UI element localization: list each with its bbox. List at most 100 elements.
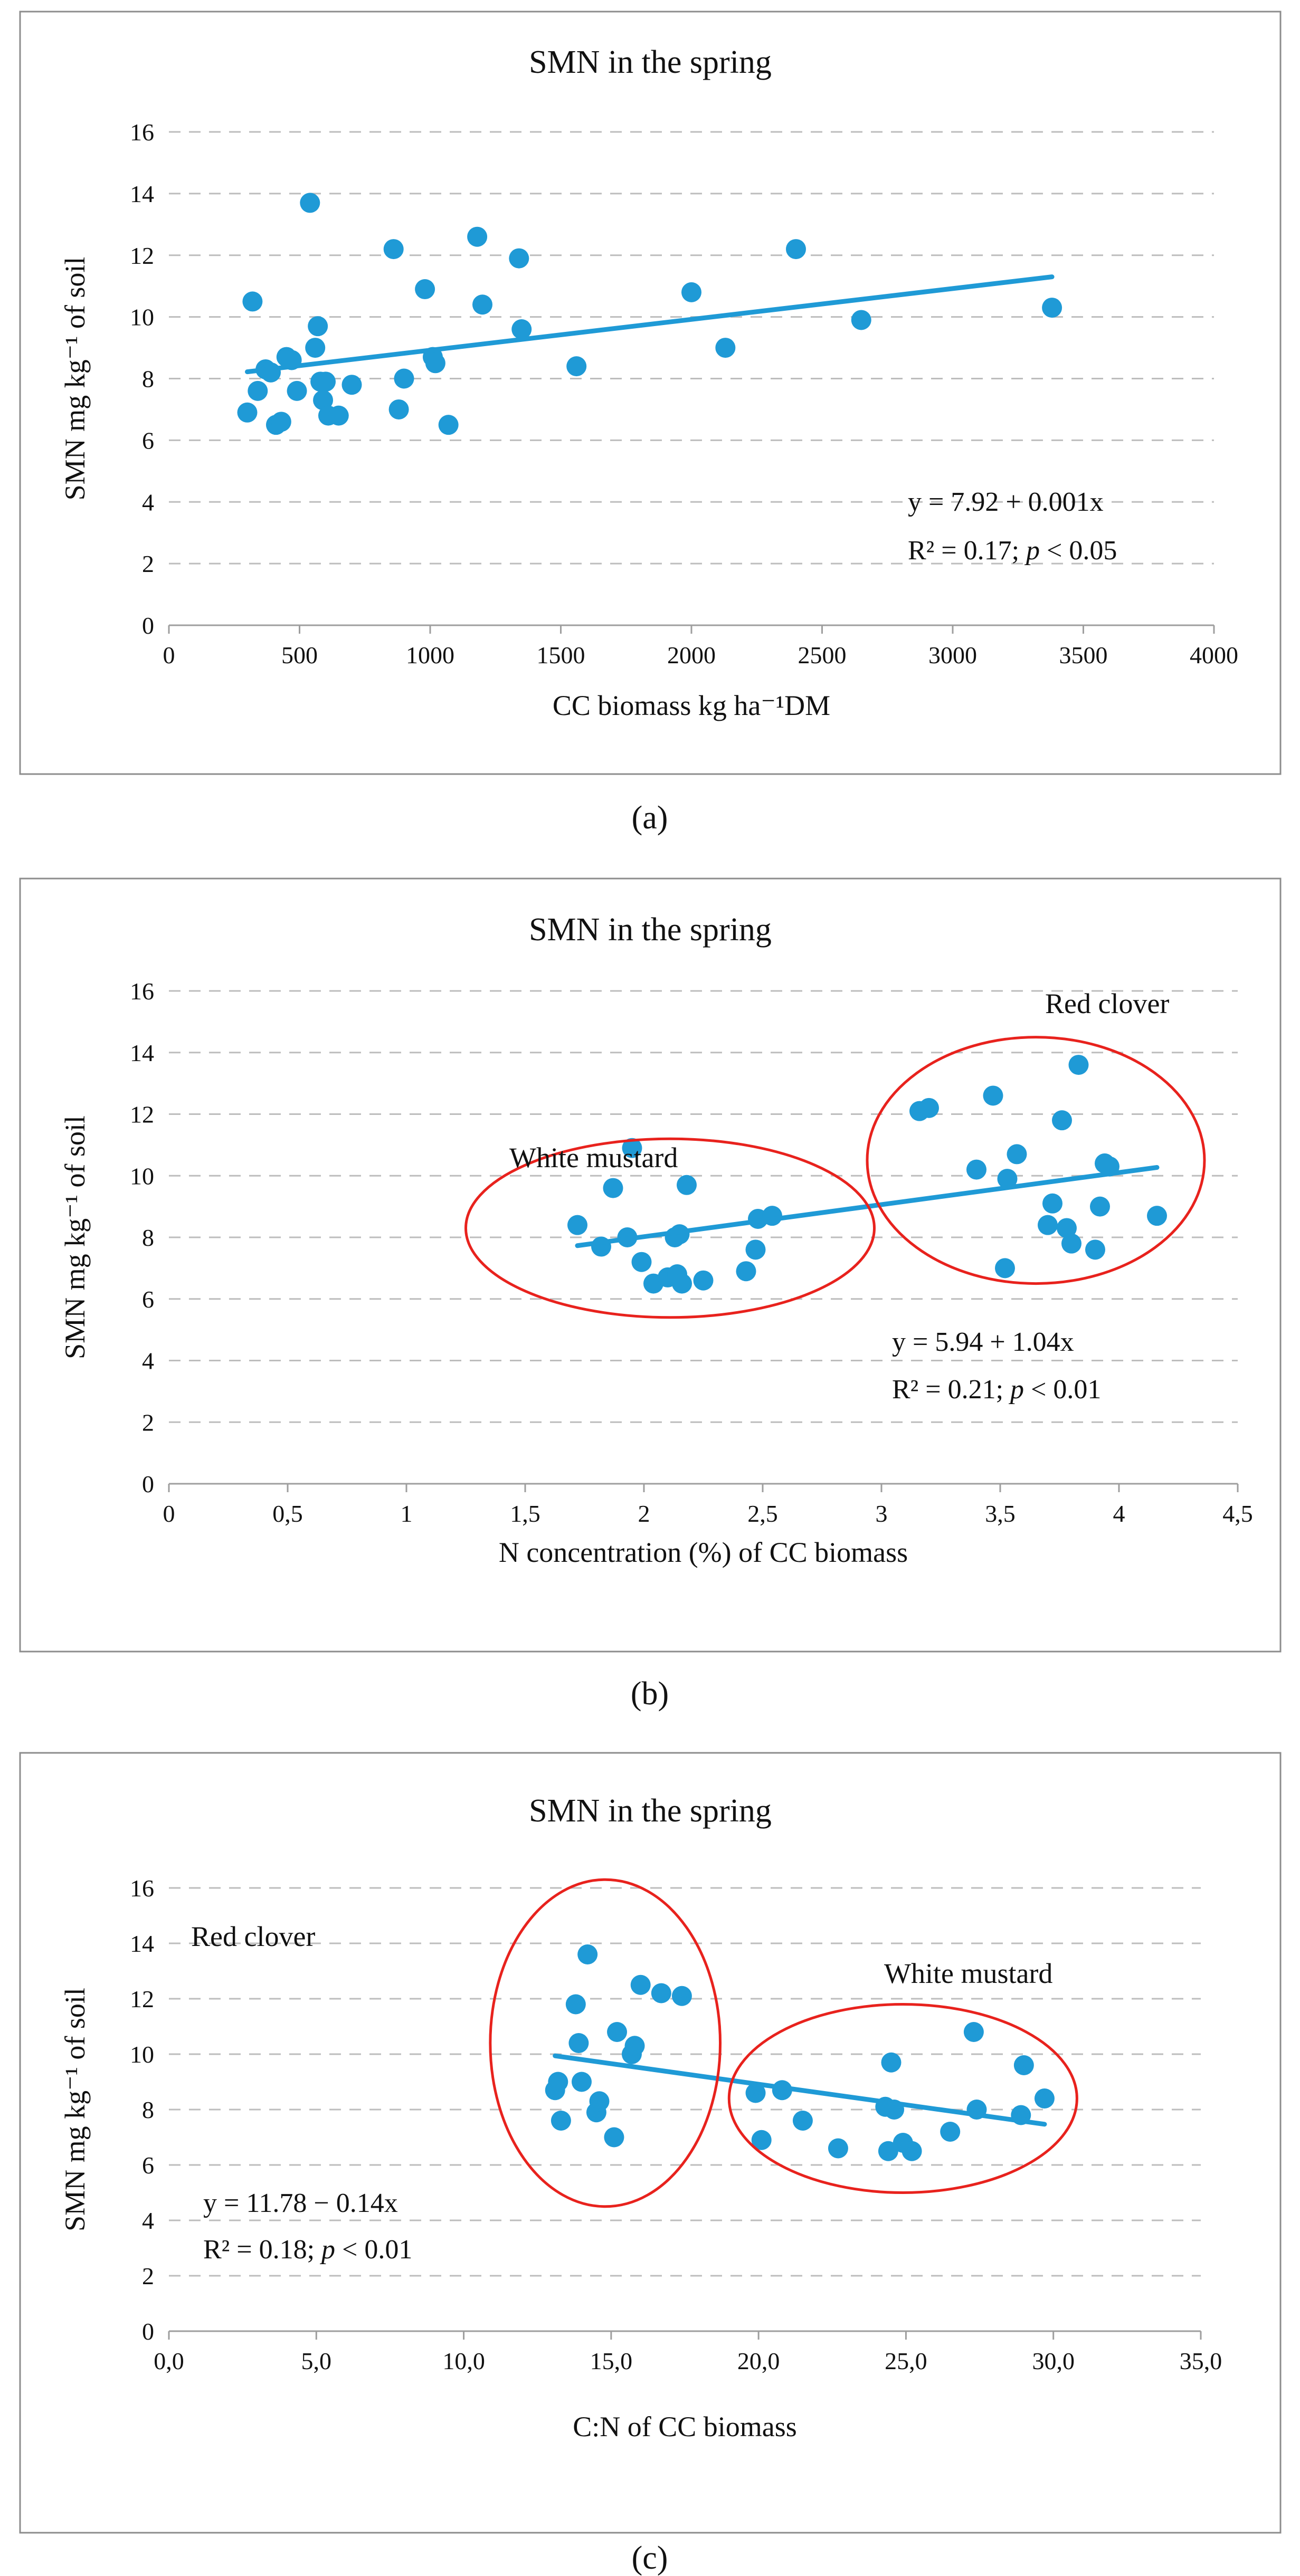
group-ellipse: [489, 1878, 722, 2208]
regression-equation: y = 11.78 − 0.14x: [203, 2188, 398, 2218]
data-point: [940, 2122, 961, 2142]
x-tick-label: 1,5: [510, 1500, 540, 1527]
data-point: [604, 2127, 624, 2148]
data-point: [1052, 1110, 1072, 1131]
y-tick-label: 16: [130, 119, 154, 146]
data-point: [567, 1215, 587, 1235]
y-tick-label: 6: [142, 427, 154, 454]
data-point: [1068, 1055, 1089, 1075]
x-tick-label: 10,0: [442, 2348, 485, 2374]
regression-equation: y = 5.94 + 1.04x: [892, 1327, 1074, 1357]
data-point: [786, 239, 806, 260]
stat-p: p: [1008, 1375, 1024, 1405]
data-point: [902, 2141, 922, 2161]
stat-threshold: < 0.01: [1024, 1375, 1101, 1405]
y-tick-label: 0: [142, 612, 154, 639]
data-point: [287, 380, 307, 401]
data-point: [995, 1258, 1015, 1279]
x-tick-label: 0: [163, 1500, 175, 1527]
regression-stats: R² = 0.18; p < 0.01: [203, 2235, 412, 2265]
y-tick-label: 8: [142, 366, 154, 393]
data-point: [438, 415, 459, 435]
x-tick-label: 30,0: [1032, 2348, 1075, 2374]
data-point: [631, 1252, 652, 1272]
chart-panel-b: SMN in the spring 0 2 4 6 8 10 12 14 16 0 0,5 1 1,5 2 2…: [19, 877, 1282, 1712]
x-tick-label: 4,5: [1222, 1500, 1253, 1527]
y-tick-label: 16: [130, 1875, 154, 1902]
data-point: [1042, 298, 1062, 318]
y-tick-label: 8: [142, 1224, 154, 1251]
y-tick-label: 14: [130, 180, 154, 207]
data-point: [1057, 1218, 1077, 1238]
chart-frame: [19, 1752, 1282, 2534]
data-point: [577, 1944, 598, 1964]
data-point: [715, 338, 736, 358]
data-point: [568, 2033, 589, 2053]
y-tick-label: 14: [130, 1039, 154, 1066]
data-point: [300, 193, 320, 213]
y-tick-label: 2: [142, 550, 154, 577]
data-point: [622, 1138, 642, 1158]
panel-caption: (c): [632, 2540, 668, 2576]
stat-r2: R² = 0.21;: [892, 1375, 1010, 1405]
data-point: [548, 2072, 568, 2092]
x-tick-label: 2: [638, 1500, 650, 1527]
data-point: [242, 291, 263, 312]
data-point: [341, 375, 362, 395]
data-point: [467, 226, 488, 247]
data-point: [316, 371, 336, 392]
x-tick-label: 2000: [667, 642, 716, 669]
y-tick-label: 6: [142, 1286, 154, 1313]
y-tick-label: 12: [130, 1101, 154, 1128]
x-tick-label: 5,0: [301, 2348, 332, 2374]
chart-title: SMN in the spring: [529, 44, 772, 80]
data-point: [881, 2052, 902, 2073]
data-point: [305, 338, 326, 358]
y-tick-label: 2: [142, 1409, 154, 1436]
group-label: White mustard: [884, 1958, 1052, 1989]
x-tick-label: 3500: [1059, 642, 1108, 669]
data-point: [681, 282, 701, 302]
x-tick-label: 25,0: [885, 2348, 927, 2374]
y-tick-label: 4: [142, 2207, 154, 2234]
y-tick-label: 12: [130, 1986, 154, 2012]
y-tick-label: 2: [142, 2263, 154, 2289]
x-tick-label: 0,5: [272, 1500, 303, 1527]
y-tick-label: 8: [142, 2096, 154, 2123]
x-tick-label: 2500: [798, 642, 847, 669]
data-point: [415, 279, 435, 300]
data-point: [237, 402, 258, 423]
data-point: [1147, 1206, 1167, 1226]
y-axis-label: SMN mg kg⁻¹ of soil: [59, 1115, 91, 1359]
data-point: [313, 390, 334, 411]
stat-p: p: [319, 2235, 335, 2265]
stat-p: p: [1024, 536, 1040, 566]
group-ellipse: [464, 1137, 876, 1319]
data-point: [271, 412, 291, 432]
data-point: [565, 1994, 586, 2015]
group-label: White mustard: [509, 1142, 678, 1173]
group-label: Red clover: [191, 1921, 315, 1952]
data-point: [1090, 1196, 1110, 1217]
stat-threshold: < 0.01: [335, 2235, 412, 2265]
data-point: [388, 399, 409, 419]
y-tick-label: 10: [130, 1162, 154, 1189]
data-point: [1085, 1239, 1105, 1260]
x-tick-label: 35,0: [1180, 2348, 1222, 2374]
group-label: Red clover: [1045, 988, 1169, 1019]
data-point: [919, 1098, 939, 1118]
stat-threshold: < 0.05: [1040, 536, 1117, 566]
data-point: [551, 2111, 571, 2131]
x-tick-label: 3: [876, 1500, 888, 1527]
y-tick-label: 4: [142, 489, 154, 516]
data-point: [383, 239, 404, 260]
x-tick-label: 4000: [1190, 642, 1238, 669]
data-point: [751, 2130, 772, 2150]
stat-r2: R² = 0.18;: [203, 2235, 321, 2265]
x-tick-label: 1: [401, 1500, 413, 1527]
data-point: [1034, 2088, 1055, 2108]
x-tick-label: 15,0: [590, 2348, 633, 2374]
data-point: [328, 405, 349, 426]
data-point: [828, 2138, 848, 2159]
x-tick-label: 0,0: [154, 2348, 184, 2374]
